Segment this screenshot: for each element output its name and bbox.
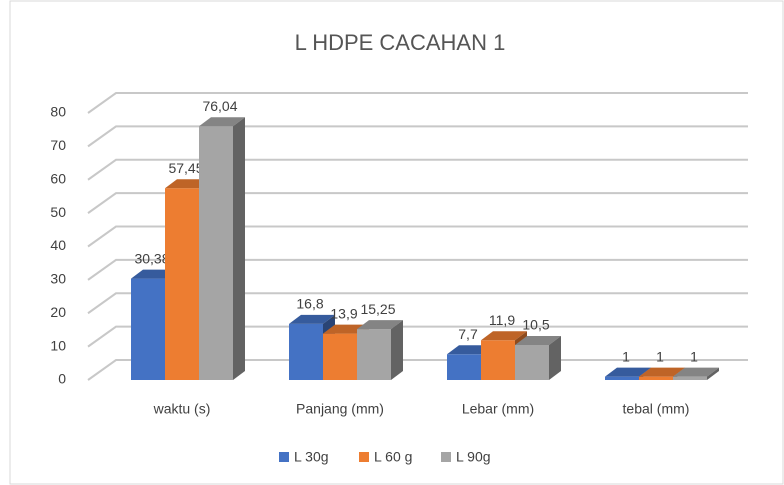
grid-line <box>87 192 748 214</box>
bar-side <box>233 117 245 381</box>
bar-top <box>673 367 719 377</box>
y-tick-label: 30 <box>50 271 66 287</box>
y-tick-label: 0 <box>58 371 66 387</box>
data-label: 57,45 <box>168 160 203 176</box>
data-label: 10,5 <box>522 317 549 333</box>
bar-top <box>357 320 403 330</box>
data-label: 1 <box>656 348 664 364</box>
data-label: 7,7 <box>458 326 478 342</box>
x-tick-label: tebal (mm) <box>623 401 690 417</box>
bar-top <box>605 367 651 377</box>
bar <box>323 333 357 380</box>
grid-line <box>87 158 748 181</box>
grid-line <box>87 325 748 348</box>
y-tick-label: 60 <box>50 170 66 186</box>
x-tick-label: Lebar (mm) <box>462 401 534 417</box>
x-tick-label: Panjang (mm) <box>296 401 384 417</box>
data-label: 15,25 <box>360 301 395 317</box>
legend-swatch <box>359 452 369 462</box>
data-label: 1 <box>622 348 630 364</box>
y-tick-label: 40 <box>50 237 66 253</box>
bar <box>289 323 323 380</box>
data-label: 16,8 <box>296 296 323 312</box>
data-label: 76,04 <box>202 98 237 114</box>
bar <box>447 354 481 380</box>
bar-top <box>639 367 685 377</box>
bar <box>199 126 233 381</box>
y-tick-label: 80 <box>50 104 66 120</box>
bar <box>515 344 549 380</box>
legend-label: L 60 g <box>374 449 412 465</box>
grid-line <box>87 258 748 281</box>
bar-side <box>549 335 561 380</box>
chart-title: L HDPE CACAHAN 1 <box>295 30 506 55</box>
y-tick-label: 20 <box>50 304 66 320</box>
legend-swatch <box>441 452 451 462</box>
bar-top <box>481 331 527 341</box>
bar <box>639 376 673 380</box>
legend-label: L 30g <box>294 449 329 465</box>
grid-line <box>87 292 748 315</box>
bar <box>605 376 639 380</box>
grid-line <box>87 225 748 248</box>
legend-label: L 90g <box>456 449 491 465</box>
bar <box>131 278 165 380</box>
bar <box>481 340 515 380</box>
data-label: 13,9 <box>330 305 357 321</box>
y-tick-label: 50 <box>50 204 66 220</box>
data-label: 30,38 <box>134 250 169 266</box>
y-tick-label: 10 <box>50 337 66 353</box>
bar <box>357 329 391 380</box>
x-tick-label: waktu (s) <box>153 401 211 417</box>
bar-top <box>515 335 561 345</box>
chart-border <box>9 0 784 485</box>
bar <box>673 376 707 380</box>
bar-top <box>199 117 245 127</box>
grid-line <box>87 125 748 148</box>
bar <box>165 188 199 380</box>
data-label: 11,9 <box>489 312 515 328</box>
grid-line <box>87 92 748 114</box>
data-label: 1 <box>690 348 698 364</box>
bar-side <box>707 367 719 380</box>
bar-side <box>391 320 403 380</box>
bar-top <box>289 314 335 324</box>
y-tick-label: 70 <box>50 137 66 153</box>
legend-swatch <box>279 452 289 462</box>
